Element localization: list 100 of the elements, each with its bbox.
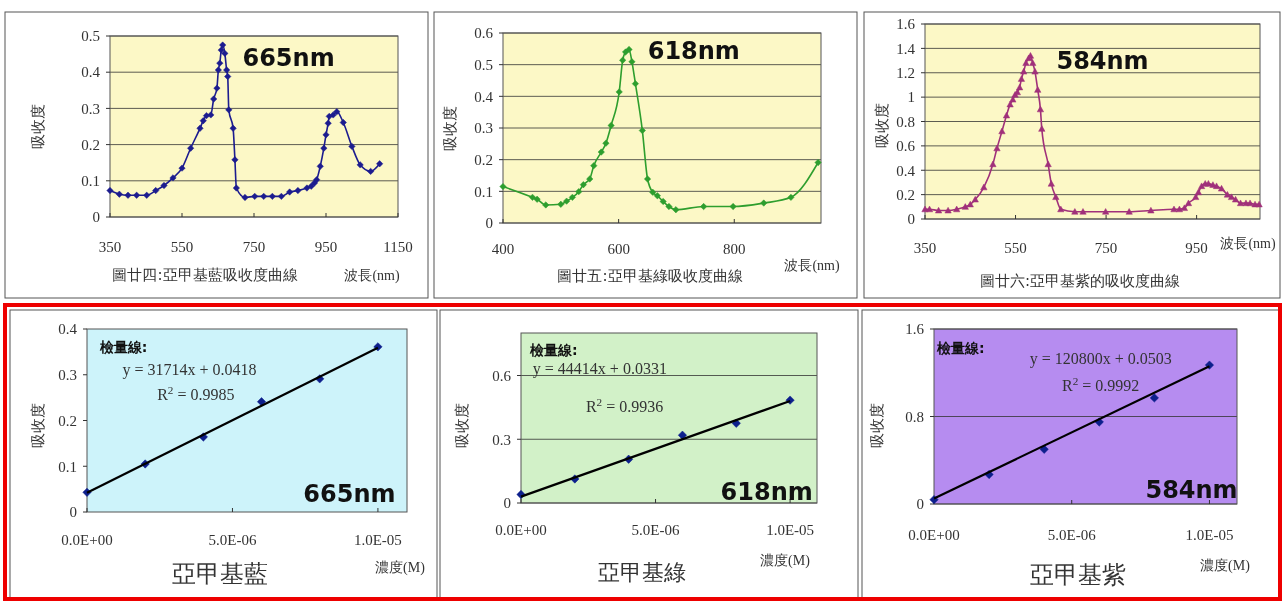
annotation: R$^{2}$ = 0.9936 — [585, 395, 664, 415]
point — [333, 108, 341, 116]
y-tick-label: 0.2 — [58, 412, 77, 429]
point — [1237, 199, 1244, 206]
y-tick-label: 0.2 — [474, 151, 493, 168]
point — [926, 205, 933, 213]
point — [533, 195, 541, 203]
text: 亞甲基藍 — [172, 561, 268, 587]
point — [199, 117, 207, 125]
y-axis-title: 吸收度 — [30, 402, 47, 448]
y-tick-label: 0.4 — [896, 162, 916, 179]
point — [653, 192, 661, 200]
annotation: 檢量線: — [936, 340, 985, 357]
point — [1228, 193, 1235, 200]
point — [348, 142, 356, 150]
point — [659, 198, 667, 205]
y-tick-label: 1.6 — [896, 16, 916, 33]
point — [1185, 199, 1192, 206]
y-tick-label: 0.1 — [58, 458, 77, 475]
x-tick-label: 5.0E-06 — [208, 532, 257, 548]
point — [1017, 75, 1025, 82]
text: 亞甲基紫 — [1030, 562, 1126, 588]
point — [115, 190, 123, 198]
point — [944, 207, 952, 214]
point — [628, 58, 636, 66]
point — [1020, 68, 1028, 75]
point — [1047, 180, 1055, 187]
y-tick-label: 0.2 — [81, 136, 100, 153]
point — [1194, 188, 1202, 195]
x-tick-label: 750 — [242, 239, 266, 255]
point — [557, 200, 565, 208]
x-tick-label: 1.0E-05 — [766, 522, 815, 538]
y-tick-label: 0 — [69, 504, 77, 521]
point — [1079, 208, 1087, 215]
point — [1029, 59, 1037, 66]
point — [196, 124, 204, 132]
point — [625, 46, 633, 53]
point — [760, 199, 768, 207]
x-tick-label: 800 — [723, 241, 746, 257]
x-axis-title: 濃度(M) — [375, 560, 426, 576]
point — [231, 156, 239, 164]
point — [1031, 68, 1039, 75]
point — [210, 95, 218, 103]
y-tick-label: 0.3 — [492, 431, 511, 448]
y-tick-label: 0 — [92, 209, 100, 226]
y-axis-title: 吸收度 — [869, 402, 886, 448]
text: 圖廿五:亞甲基綠吸收度曲線 — [557, 267, 743, 285]
annotation: R$^{2}$ = 0.9992 — [1062, 374, 1140, 394]
point — [1038, 125, 1046, 132]
point — [124, 191, 132, 199]
point — [225, 106, 233, 114]
point — [1044, 160, 1052, 167]
point — [294, 187, 302, 195]
point — [160, 182, 168, 189]
point — [268, 192, 276, 200]
y-axis-title: 吸收度 — [454, 402, 471, 448]
point — [993, 144, 1001, 152]
point — [1009, 96, 1017, 103]
point — [1006, 100, 1014, 108]
point — [638, 127, 646, 134]
annotation: 檢量線: — [528, 341, 578, 358]
point — [575, 188, 583, 196]
point — [1071, 208, 1079, 215]
annotation: R$^{2}$ = 0.9985 — [157, 384, 235, 404]
point — [700, 203, 708, 210]
point — [1213, 182, 1220, 189]
point — [320, 144, 328, 152]
point — [935, 207, 943, 214]
point — [563, 197, 571, 205]
annotation: y = 44414x + 0.0331 — [532, 360, 667, 379]
annotation: 584nm — [1056, 47, 1149, 76]
point — [1246, 199, 1254, 206]
point — [971, 196, 979, 203]
y-tick-label: 0 — [916, 496, 924, 513]
x-tick-label: 750 — [1094, 240, 1118, 256]
point — [1036, 105, 1044, 113]
text: 圖廿四:亞甲基藍吸收度曲線 — [112, 266, 298, 284]
point — [106, 187, 114, 195]
point — [597, 148, 605, 156]
text: 圖廿六:亞甲基紫的吸收度曲線 — [979, 272, 1181, 290]
point — [324, 119, 332, 127]
annotation: 618nm — [647, 36, 740, 65]
x-axis-title: 波長(nm) — [784, 258, 840, 274]
point — [966, 200, 974, 208]
y-axis-title: 吸收度 — [442, 105, 459, 151]
point — [542, 201, 550, 209]
point — [229, 124, 237, 132]
point — [213, 84, 221, 92]
point — [241, 194, 249, 201]
point — [214, 66, 222, 74]
point — [356, 161, 364, 169]
y-tick-label: 0.8 — [905, 408, 924, 425]
point — [631, 80, 639, 88]
text: 亞甲基綠 — [598, 560, 686, 585]
y-tick-label: 0 — [503, 495, 511, 512]
point — [207, 111, 215, 119]
annotation: 665nm — [242, 44, 335, 73]
y-tick-label: 1.6 — [905, 321, 925, 338]
point — [178, 164, 186, 172]
annotation: 檢量線: — [98, 339, 148, 356]
